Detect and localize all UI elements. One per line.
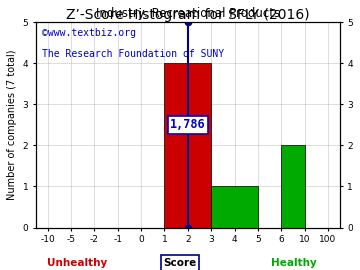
Text: Score: Score — [163, 258, 197, 268]
Title: Z’-Score Histogram for SFLY (2016): Z’-Score Histogram for SFLY (2016) — [66, 8, 310, 22]
Y-axis label: Number of companies (7 total): Number of companies (7 total) — [7, 49, 17, 200]
Text: Unhealthy: Unhealthy — [47, 258, 107, 268]
Text: 1,786: 1,786 — [170, 118, 206, 131]
Text: ©www.textbiz.org: ©www.textbiz.org — [42, 28, 136, 38]
Bar — [165, 63, 211, 228]
Bar — [281, 145, 305, 228]
Bar — [211, 186, 258, 228]
Text: Healthy: Healthy — [271, 258, 317, 268]
Text: The Research Foundation of SUNY: The Research Foundation of SUNY — [42, 49, 224, 59]
Text: Industry: Recreational Products: Industry: Recreational Products — [96, 7, 280, 20]
